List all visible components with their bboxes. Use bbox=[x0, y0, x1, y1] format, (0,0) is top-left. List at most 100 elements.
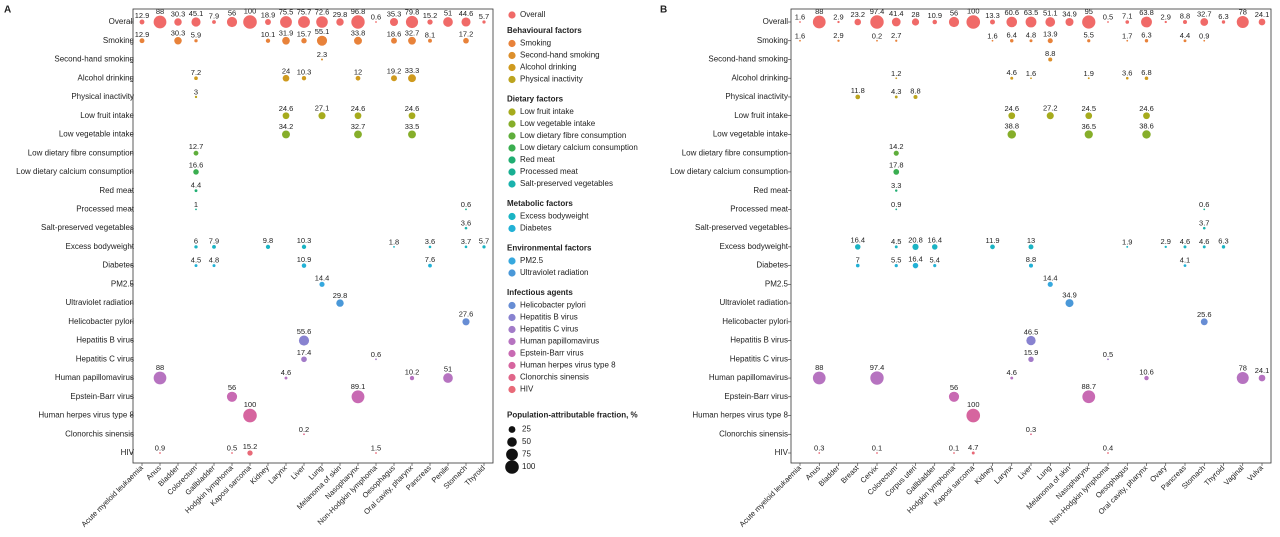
value-label: 4.4 bbox=[191, 181, 201, 190]
value-label: 1.7 bbox=[1122, 31, 1132, 40]
value-label: 0.2 bbox=[299, 425, 309, 434]
dot bbox=[247, 450, 253, 456]
y-tick-label: Low dietary calcium consumption bbox=[16, 167, 134, 176]
value-label: 5.9 bbox=[191, 31, 201, 40]
value-label: 2.3 bbox=[317, 50, 327, 59]
value-label: 29.8 bbox=[333, 10, 348, 19]
legend-label: Salt-preserved vegetables bbox=[520, 179, 613, 188]
dot bbox=[912, 262, 919, 269]
y-tick-label: Low dietary fibre consumption bbox=[28, 148, 134, 157]
value-label: 4.3 bbox=[891, 87, 901, 96]
dot bbox=[1007, 130, 1016, 139]
value-label: 34.9 bbox=[1062, 9, 1077, 18]
value-label: 100 bbox=[244, 7, 257, 16]
dot bbox=[298, 335, 310, 346]
value-label: 55.1 bbox=[315, 27, 330, 36]
value-label: 10.9 bbox=[927, 11, 942, 20]
value-label: 63.8 bbox=[1139, 8, 1154, 17]
value-label: 88 bbox=[815, 363, 823, 372]
value-label: 8.8 bbox=[1180, 11, 1190, 20]
value-label: 10.2 bbox=[405, 367, 420, 376]
value-label: 17.8 bbox=[889, 161, 904, 170]
value-label: 75.7 bbox=[297, 8, 312, 17]
dot bbox=[1065, 17, 1074, 27]
value-label: 6.4 bbox=[1007, 31, 1017, 40]
value-label: 2.7 bbox=[891, 31, 901, 40]
value-label: 1.6 bbox=[795, 13, 805, 22]
dot bbox=[391, 75, 397, 82]
value-label: 5.4 bbox=[930, 256, 940, 265]
dot bbox=[428, 263, 432, 268]
value-label: 32.7 bbox=[1197, 10, 1212, 19]
dot bbox=[298, 16, 310, 28]
dot bbox=[482, 20, 486, 24]
dot bbox=[1164, 20, 1167, 24]
value-label: 10.3 bbox=[297, 236, 312, 245]
dot bbox=[301, 76, 307, 81]
value-label: 6.3 bbox=[1141, 31, 1151, 40]
dot bbox=[1028, 263, 1034, 268]
dot bbox=[1047, 38, 1053, 44]
dot bbox=[1084, 130, 1093, 139]
value-label: 2.9 bbox=[1161, 237, 1171, 246]
size-legend-dot bbox=[506, 448, 518, 461]
legend-swatch bbox=[508, 313, 516, 322]
dot bbox=[1141, 16, 1152, 28]
dot bbox=[319, 281, 325, 287]
dot bbox=[354, 112, 362, 120]
dot bbox=[408, 112, 416, 120]
legend-heading: Behavioural factors bbox=[507, 26, 582, 35]
legend-heading: Environmental factors bbox=[507, 244, 592, 253]
value-label: 4.6 bbox=[1180, 237, 1190, 246]
legend-swatch bbox=[508, 257, 516, 265]
dot bbox=[1203, 39, 1206, 42]
value-label: 33.3 bbox=[405, 66, 420, 75]
value-label: 1.5 bbox=[371, 444, 381, 453]
dot bbox=[465, 208, 467, 211]
legend-label: Low fruit intake bbox=[520, 107, 574, 116]
dot bbox=[280, 16, 292, 28]
y-tick-label: Epstein-Barr virus bbox=[724, 392, 788, 401]
value-label: 12.7 bbox=[189, 142, 204, 151]
dot bbox=[265, 244, 271, 249]
legend-label: HIV bbox=[520, 385, 534, 394]
dot bbox=[854, 18, 862, 26]
value-label: 0.3 bbox=[1026, 425, 1036, 434]
dot bbox=[194, 39, 198, 43]
panel-label: B bbox=[660, 5, 667, 16]
y-tick-label: Epstein-Barr virus bbox=[70, 392, 134, 401]
dot bbox=[464, 226, 468, 230]
dot bbox=[893, 169, 900, 175]
dot bbox=[243, 408, 257, 423]
dot bbox=[1182, 19, 1188, 25]
dot bbox=[1107, 358, 1109, 361]
dot bbox=[405, 15, 419, 29]
dot bbox=[428, 38, 432, 43]
legend-label: Clonorchis sinensis bbox=[520, 373, 589, 382]
legend-label: Epstein-Barr virus bbox=[520, 349, 584, 358]
dot bbox=[301, 356, 307, 363]
value-label: 16.6 bbox=[189, 161, 204, 170]
value-label: 16.4 bbox=[850, 236, 865, 245]
legend-swatch bbox=[508, 156, 516, 164]
dot bbox=[913, 94, 918, 99]
legend-swatch bbox=[508, 269, 516, 277]
value-label: 3.6 bbox=[461, 218, 471, 227]
legend-heading: Metabolic factors bbox=[507, 199, 573, 208]
dot bbox=[461, 17, 471, 27]
dot bbox=[1126, 245, 1129, 248]
value-label: 15.2 bbox=[243, 442, 258, 451]
size-legend-label: 100 bbox=[522, 462, 536, 471]
dot bbox=[1030, 77, 1032, 80]
dot bbox=[351, 15, 365, 29]
value-label: 0.1 bbox=[949, 444, 959, 453]
size-legend-dot bbox=[507, 437, 517, 447]
dot bbox=[933, 264, 937, 268]
legend-swatch bbox=[508, 11, 516, 19]
value-label: 51.1 bbox=[1043, 9, 1058, 18]
value-label: 45.1 bbox=[189, 9, 204, 18]
y-tick-label: Human herpes virus type 8 bbox=[692, 411, 788, 420]
y-tick-label: Second-hand smoking bbox=[708, 55, 788, 64]
value-label: 96.8 bbox=[351, 7, 366, 16]
value-label: 4.7 bbox=[968, 443, 978, 452]
